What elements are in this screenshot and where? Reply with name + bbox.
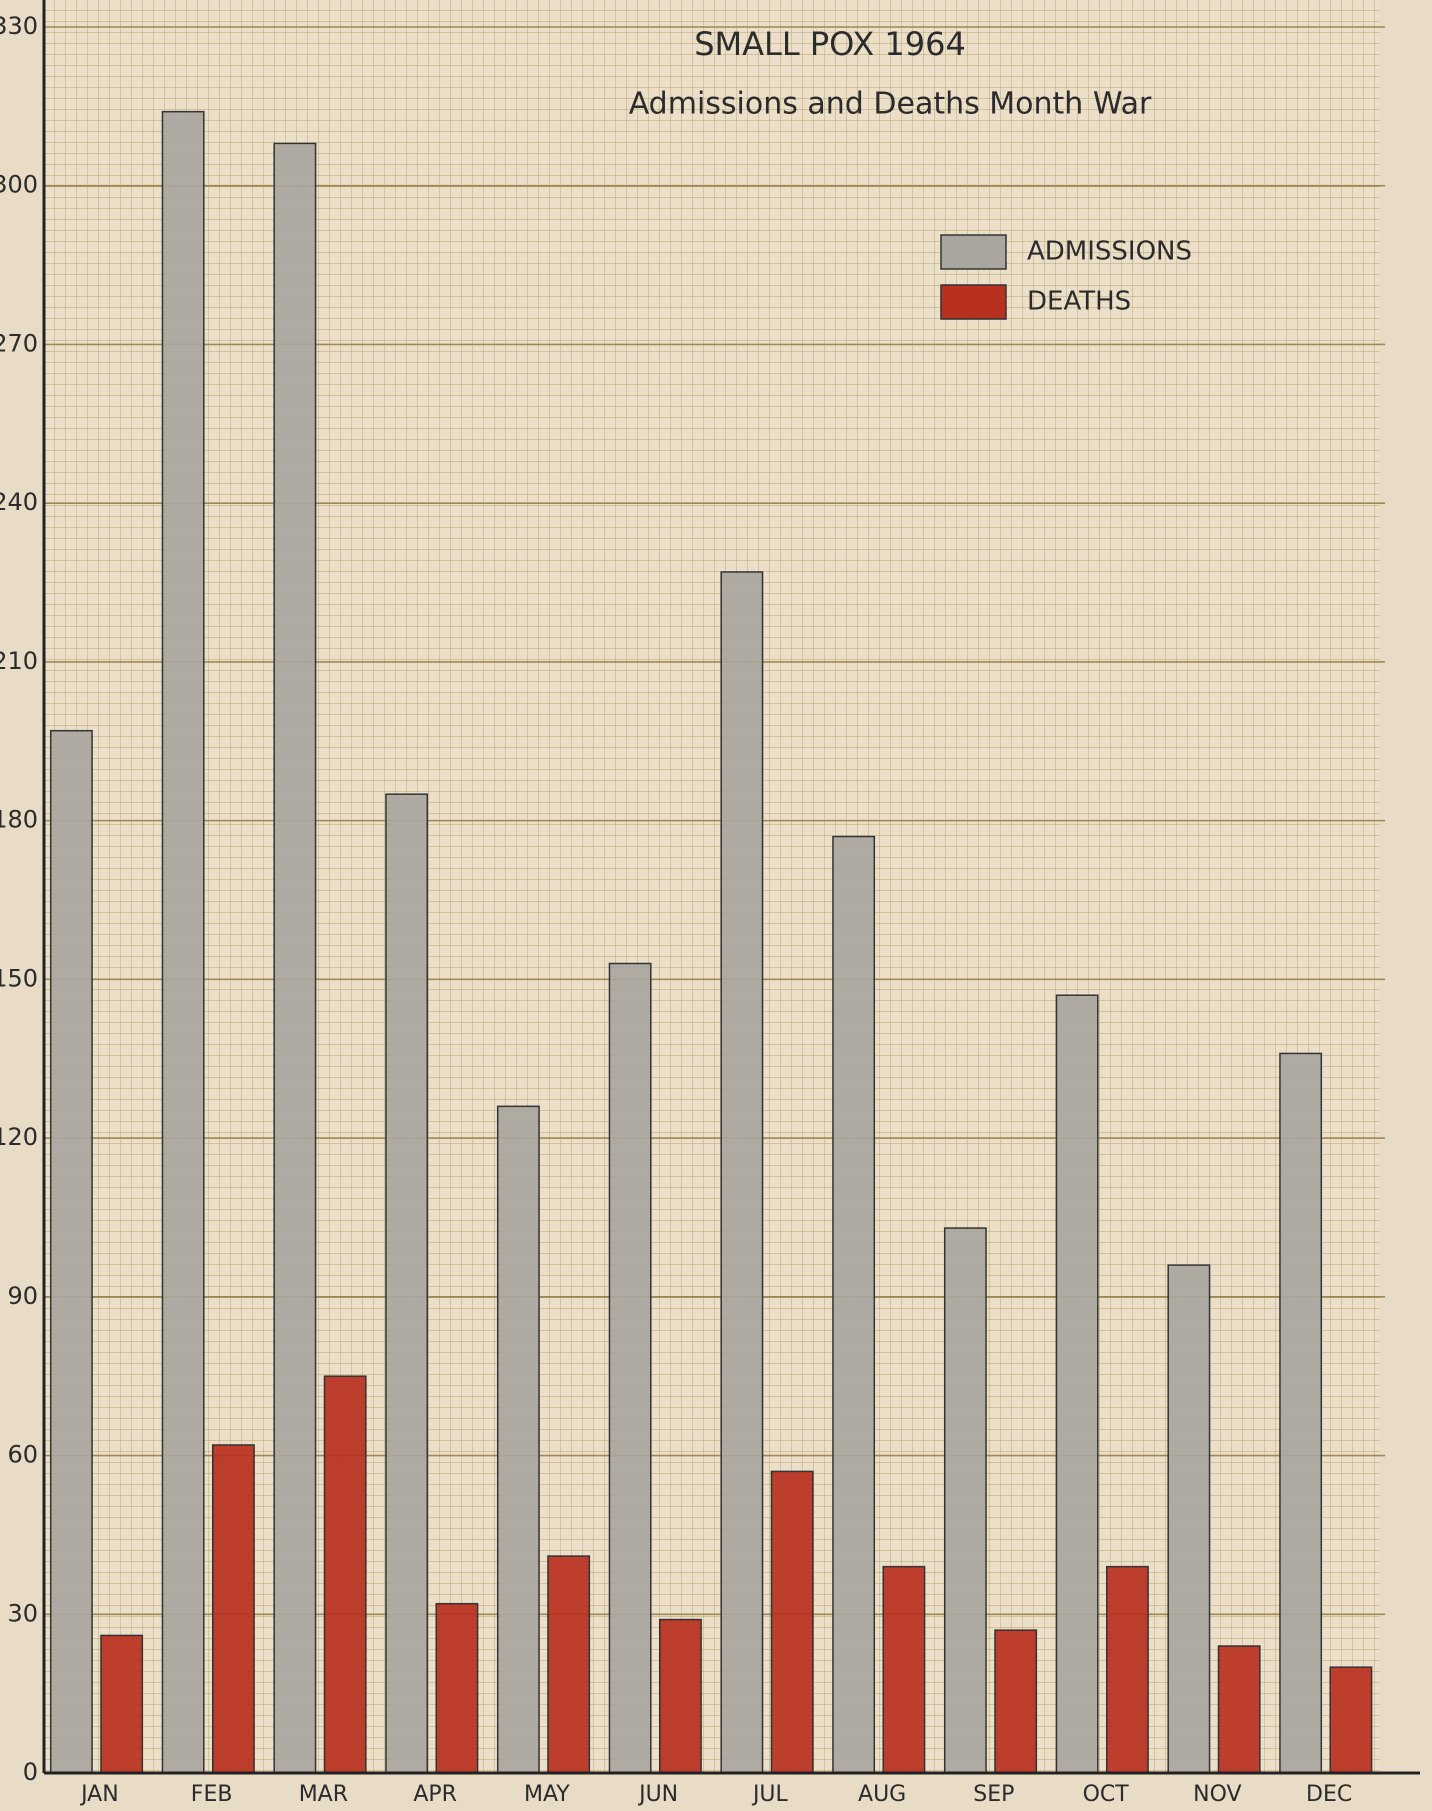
bar (608, 962, 652, 1774)
bar (385, 793, 429, 1774)
bar (161, 110, 205, 1774)
y-tick-label: 180 (0, 806, 38, 834)
x-tick-label: JUL (751, 1782, 789, 1807)
y-tick-label: 30 (7, 1599, 38, 1627)
bar (547, 1555, 591, 1774)
y-tick-label: 0 (23, 1758, 38, 1786)
chart-subtitle: Admissions and Deaths Month War (629, 87, 1152, 122)
legend-label: DEATHS (1027, 287, 1131, 317)
x-tick-label: SEP (973, 1782, 1014, 1807)
bar (994, 1629, 1038, 1774)
bar (273, 142, 317, 1774)
y-tick-label: 300 (0, 171, 38, 199)
bar (1217, 1645, 1261, 1774)
bar (832, 835, 876, 1774)
legend-swatch (940, 284, 1007, 320)
legend-swatch (940, 234, 1007, 270)
graph-paper (44, 0, 1380, 1773)
y-tick-label: 90 (7, 1282, 38, 1310)
bar (1055, 994, 1099, 1774)
chart-title: SMALL POX 1964 (694, 25, 966, 63)
x-tick-label: OCT (1083, 1782, 1130, 1807)
x-tick-label: JUN (637, 1782, 678, 1807)
y-tick-label: 150 (0, 964, 38, 992)
bar (211, 1444, 255, 1774)
bar (720, 571, 764, 1774)
bar (1329, 1666, 1373, 1774)
y-tick-label: 270 (0, 329, 38, 357)
x-tick-label: JAN (79, 1782, 119, 1807)
legend-label: ADMISSIONS (1027, 237, 1192, 267)
bar (658, 1618, 702, 1774)
y-tick-label: 240 (0, 488, 38, 516)
y-tick-label: 60 (7, 1441, 38, 1469)
bar (1105, 1565, 1149, 1774)
bar (496, 1105, 540, 1774)
x-tick-label: DEC (1306, 1782, 1352, 1807)
bar (323, 1375, 367, 1774)
bar (435, 1602, 479, 1774)
bar (943, 1227, 987, 1774)
x-tick-label: AUG (858, 1782, 906, 1807)
bar (882, 1565, 926, 1774)
bar (770, 1470, 814, 1774)
x-tick-label: FEB (191, 1782, 233, 1807)
x-tick-label: MAY (524, 1782, 570, 1807)
y-tick-label: 120 (0, 1123, 38, 1151)
x-tick-label: MAR (299, 1782, 348, 1807)
bar (49, 729, 93, 1774)
bar (100, 1634, 144, 1774)
y-tick-label: 330 (0, 12, 38, 40)
x-tick-label: APR (413, 1782, 457, 1807)
bar (1279, 1052, 1323, 1774)
y-tick-label: 210 (0, 647, 38, 675)
bar (1167, 1264, 1211, 1774)
x-tick-label: NOV (1193, 1782, 1241, 1807)
